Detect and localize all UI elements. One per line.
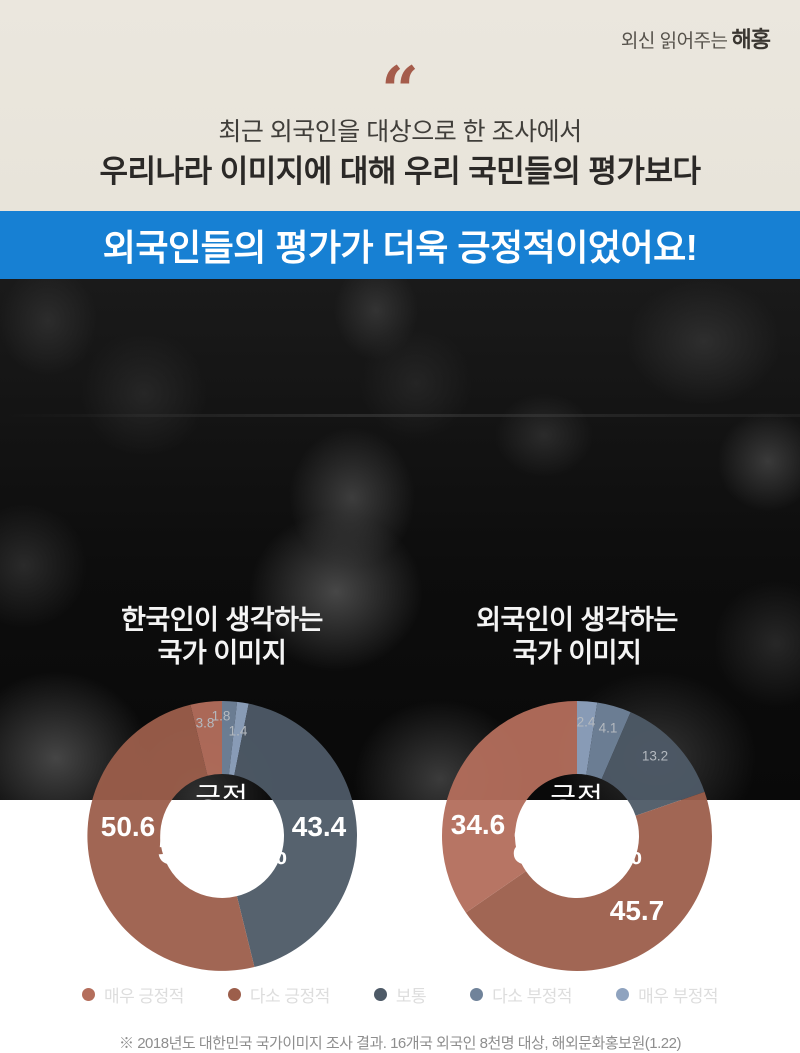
footnote: ※ 2018년도 대한민국 국가이미지 조사 결과. 16개국 외국인 8천명 …	[119, 1035, 681, 1052]
legend: 매우 긍정적 다소 긍정적 보통 다소 부정적 매우 부정적	[0, 982, 800, 1007]
donut-slice-5	[228, 701, 249, 776]
charts-section: 한국인이 생각하는 국가 이미지 외국인이 생각하는 국가 이미지 3.8 1.8…	[0, 279, 800, 1052]
legend-item: 다소 긍정적	[227, 982, 330, 1007]
legend-label: 매우 긍정적	[103, 987, 184, 1006]
center-label: 긍정	[195, 781, 249, 813]
slice-value-label: 4.1	[598, 720, 618, 736]
brand-name: 해홍	[731, 27, 771, 52]
legend-label: 다소 부정적	[492, 987, 573, 1006]
legend-dot-icon	[470, 988, 484, 1001]
slice-value-label: 13.2	[641, 748, 669, 764]
chart-title-line: 외국인이 생각하는	[476, 605, 678, 635]
brand-logo: 외신 읽어주는 해홍	[620, 22, 771, 54]
legend-label: 매우 부정적	[638, 987, 719, 1006]
donut-slice-3	[601, 712, 705, 816]
legend-dot-icon	[227, 988, 241, 1001]
banner-text: 외국인들의 평가가 더욱 긍정적이었어요!	[102, 227, 698, 268]
brand-prefix: 외신 읽어주는	[620, 31, 728, 52]
chart-title-line: 한국인이 생각하는	[121, 605, 323, 635]
intro-line-2: 우리나라 이미지에 대해 우리 국민들의 평가보다	[99, 154, 701, 189]
slice-value-label: 1.8	[211, 708, 231, 724]
donut-chart-foreigners: 2.4 4.1 13.2 34.6 45.7 긍정 80.3%	[437, 696, 717, 976]
donut-slice-4	[222, 701, 238, 775]
slice-value-label: 1.4	[228, 723, 248, 739]
percent-sign: %	[262, 838, 287, 870]
donut-center: 긍정 54.4%	[82, 685, 362, 965]
center-label: 긍정	[550, 781, 604, 813]
legend-item: 다소 부정적	[470, 982, 573, 1007]
header-section: 외신 읽어주는 해홍 “ 최근 외국인을 대상으로 한 조사에서 우리나라 이미지…	[0, 0, 800, 211]
center-value: 54.4%	[157, 812, 287, 876]
donut-chart-koreans: 3.8 1.8 1.4 50.6 43.4 긍정 54.4%	[82, 696, 362, 976]
legend-item: 보통	[373, 982, 427, 1007]
legend-item: 매우 부정적	[616, 982, 719, 1007]
slice-value-label: 3.8	[195, 715, 215, 731]
chart-title-koreans: 한국인이 생각하는 국가 이미지	[82, 604, 362, 670]
percent-sign: %	[617, 838, 642, 870]
highlight-banner: 외국인들의 평가가 더욱 긍정적이었어요!	[0, 211, 800, 279]
center-value: 80.3%	[512, 812, 642, 876]
legend-label: 보통	[395, 987, 427, 1006]
donut-slice-4	[586, 702, 631, 780]
donut-center: 긍정 80.3%	[437, 685, 717, 965]
donut-slice-1	[190, 701, 222, 776]
quote-icon: “	[381, 52, 419, 130]
crowd-photo-background	[0, 279, 800, 800]
legend-dot-icon	[81, 988, 95, 1001]
slice-value-label: 2.4	[576, 714, 596, 730]
legend-dot-icon	[373, 988, 387, 1001]
legend-label: 다소 긍정적	[249, 987, 330, 1006]
legend-dot-icon	[616, 988, 630, 1001]
chart-title-foreigners: 외국인이 생각하는 국가 이미지	[437, 604, 717, 670]
intro-line-1: 최근 외국인을 대상으로 한 조사에서	[218, 118, 582, 146]
donut-slice-5	[577, 701, 598, 775]
legend-item: 매우 긍정적	[81, 982, 184, 1007]
chart-title-line: 국가 이미지	[512, 637, 642, 668]
chart-title-line: 국가 이미지	[157, 637, 287, 668]
